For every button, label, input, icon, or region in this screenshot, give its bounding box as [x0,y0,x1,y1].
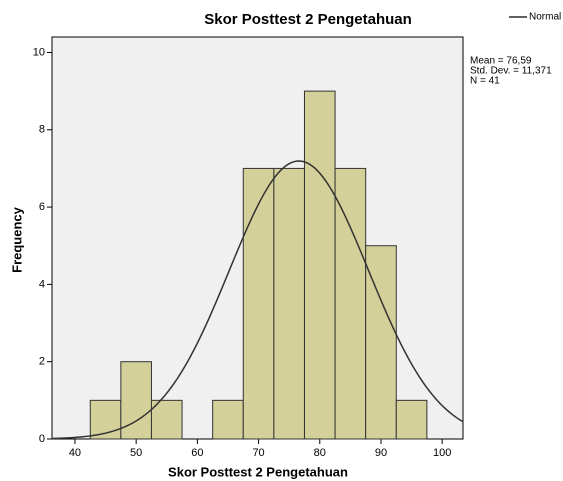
bar [273,167,305,440]
normal-curve [51,160,464,440]
y-tick-label: 6 [39,201,45,213]
x-tick-label: 60 [191,447,203,459]
bar [303,90,336,440]
bar [212,399,244,440]
x-tick-label: 40 [69,447,81,459]
bar [334,167,367,440]
y-tick-label: 10 [33,46,45,58]
x-tick-label: 100 [433,447,451,459]
x-axis-label: Skor Posttest 2 Pengetahuan [168,464,348,479]
stat-label: N = 41 [470,76,500,87]
bar [395,399,428,440]
bar [242,167,275,440]
y-tick-label: 2 [39,356,45,368]
chart-title: Skor Posttest 2 Pengetahuan [204,11,412,28]
y-tick-label: 8 [39,124,45,136]
x-tick-label: 70 [252,447,264,459]
y-tick-label: 0 [39,433,45,445]
y-tick-label: 4 [39,278,45,290]
legend-label: Normal [529,12,561,23]
x-tick-label: 80 [314,447,326,459]
bar [365,245,397,440]
bar [150,399,183,440]
x-tick-label: 50 [130,447,142,459]
stat-label: Std. Dev. = 11,371 [470,66,552,77]
bar [120,361,152,440]
stat-label: Mean = 76,59 [470,56,532,67]
x-tick-label: 90 [375,447,387,459]
y-axis-label: Frequency [9,206,24,273]
